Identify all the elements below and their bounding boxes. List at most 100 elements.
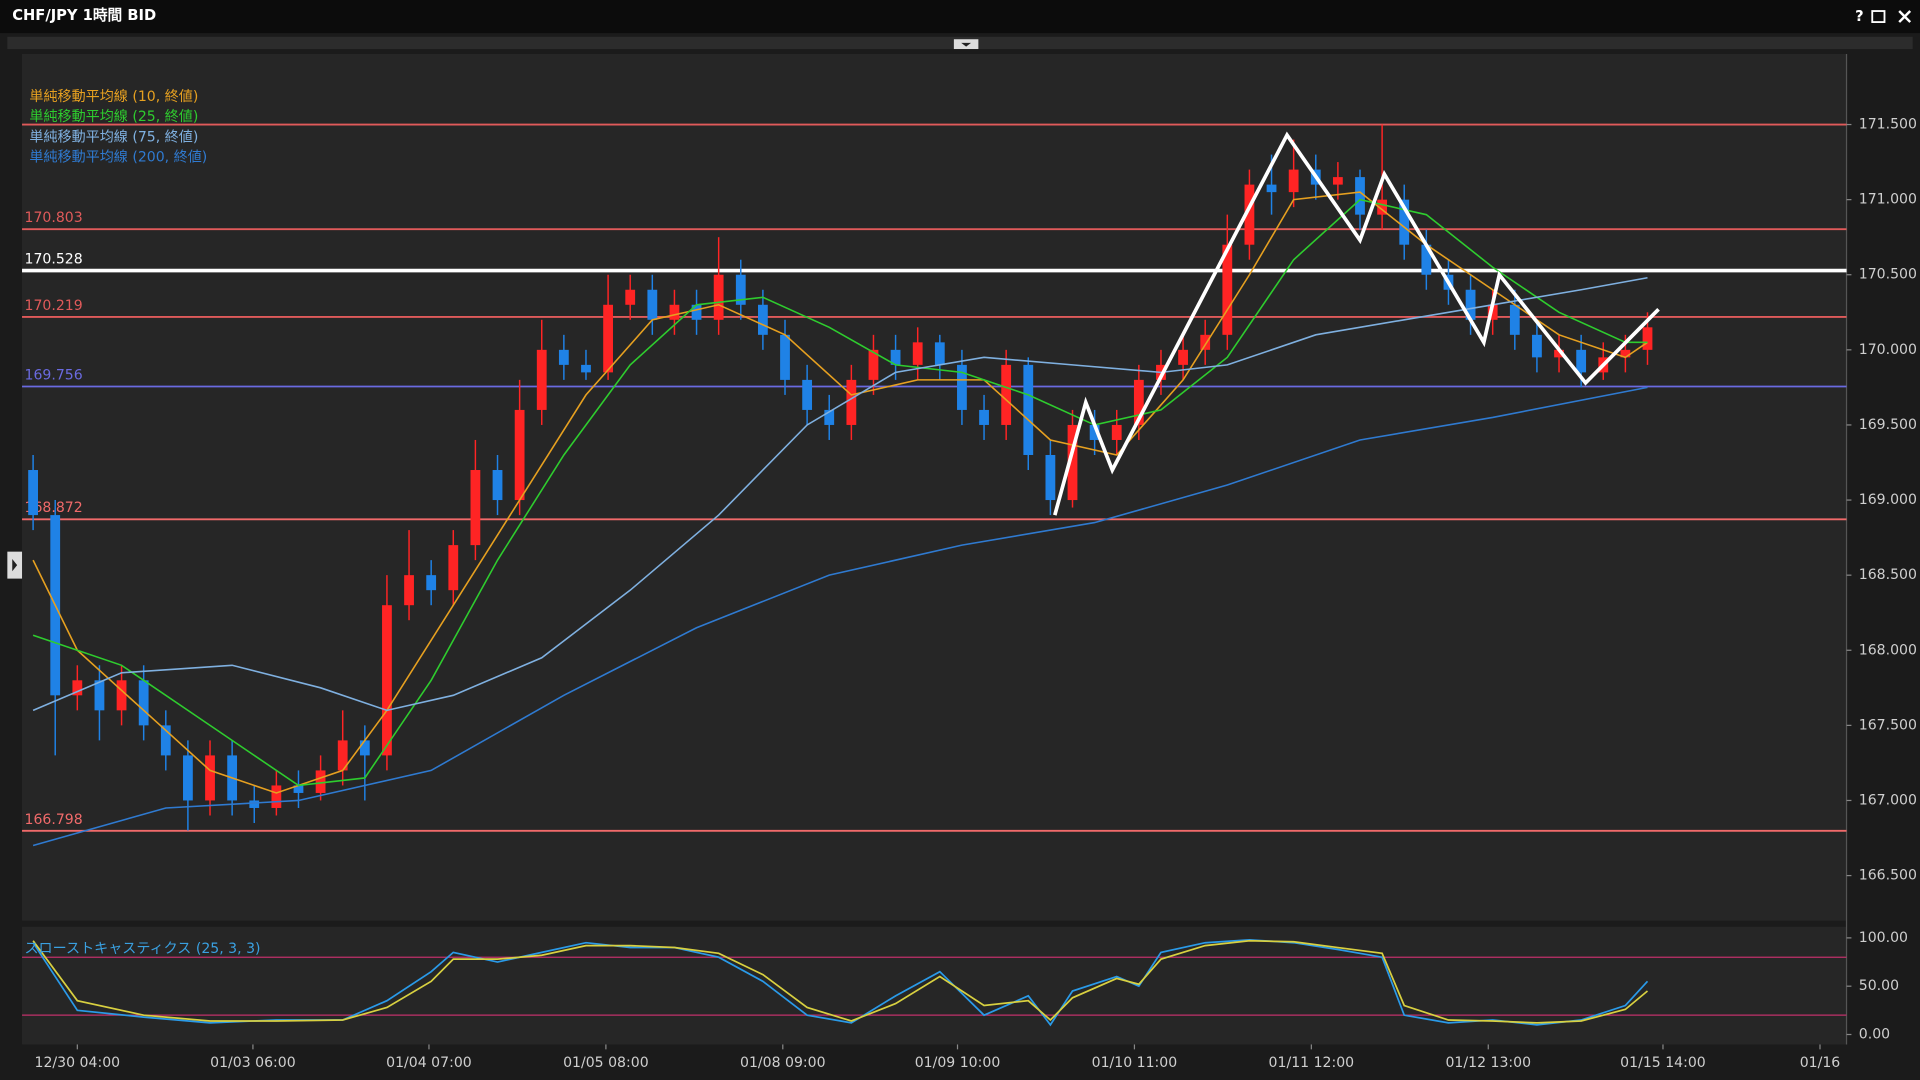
- candle-body: [757, 304, 768, 335]
- legend-entry: 単純移動平均線 (200, 終値): [29, 150, 207, 166]
- title-bar: [0, 0, 1920, 34]
- y-tick-label: 167.000: [1859, 792, 1917, 808]
- candle-body: [337, 740, 348, 771]
- candle-body: [912, 342, 923, 365]
- close-button[interactable]: [1898, 10, 1912, 23]
- candle-body: [1377, 199, 1388, 215]
- candle-body: [780, 334, 790, 380]
- collapse-icon: [961, 42, 972, 47]
- candle-body: [1554, 349, 1564, 358]
- level-label: 170.528: [24, 252, 82, 268]
- legend-entry: 単純移動平均線 (75, 終値): [29, 129, 198, 145]
- y-tick-label: 50.00: [1859, 978, 1899, 994]
- candle-body: [514, 409, 525, 501]
- x-tick-label: 01/04 07:00: [386, 1055, 472, 1071]
- candle-body: [426, 575, 437, 591]
- candle-body: [1045, 454, 1056, 501]
- candle-body: [359, 740, 370, 756]
- y-tick-label: 168.500: [1859, 567, 1917, 583]
- candle-body: [934, 342, 945, 365]
- candle-body: [1178, 349, 1188, 365]
- y-tick-label: 171.000: [1859, 192, 1917, 208]
- x-tick-label: 01/11 12:00: [1269, 1055, 1355, 1071]
- y-tick-label: 168.000: [1859, 642, 1917, 658]
- candle-body: [1200, 334, 1211, 350]
- zigzag-annotation: [1053, 131, 1660, 516]
- x-tick-label: 01/05 08:00: [563, 1055, 649, 1071]
- candle-body: [691, 304, 702, 320]
- candle-body: [1509, 304, 1520, 335]
- candle-body: [647, 289, 658, 320]
- candle-body: [1089, 424, 1100, 440]
- legend-entry: 単純移動平均線 (25, 終値): [29, 109, 198, 125]
- candle-body: [890, 349, 901, 365]
- candle-body: [868, 349, 879, 380]
- candle-body: [1111, 424, 1122, 440]
- y-tick-label: 171.500: [1859, 117, 1917, 133]
- y-tick-label: 166.500: [1859, 868, 1917, 884]
- candle-body: [293, 785, 304, 793]
- level-label: 170.219: [24, 298, 82, 314]
- moving-average: [32, 276, 1648, 712]
- indicator-area: [22, 926, 1847, 1045]
- candle-body: [846, 379, 857, 425]
- candle-body: [1001, 364, 1012, 425]
- candle-body: [1133, 379, 1144, 425]
- candle-body: [735, 274, 746, 305]
- y-tick-label: 170.000: [1859, 342, 1917, 358]
- x-tick-label: 01/15 14:00: [1620, 1055, 1706, 1071]
- legend-entry: 単純移動平均線 (10, 終値): [29, 89, 198, 105]
- maximize-button[interactable]: [1871, 10, 1886, 23]
- x-tick-label: 01/09 10:00: [915, 1055, 1001, 1071]
- candle-body: [1532, 334, 1542, 358]
- level-label: 169.756: [24, 367, 82, 383]
- candle-body: [448, 545, 459, 591]
- candle-body: [94, 680, 105, 711]
- candle-body: [205, 755, 215, 801]
- x-tick-label: 01/12 13:00: [1445, 1055, 1531, 1071]
- moving-average: [32, 386, 1648, 847]
- candle-body: [1399, 199, 1410, 245]
- candle-body: [1620, 349, 1631, 358]
- level-label: 170.803: [24, 210, 82, 226]
- help-button[interactable]: ?: [1855, 8, 1864, 25]
- candle-body: [1576, 349, 1587, 373]
- y-tick-label: 169.500: [1859, 417, 1917, 433]
- candle-body: [713, 274, 724, 320]
- y-tick-label: 0.00: [1859, 1026, 1890, 1042]
- candle-body: [536, 349, 547, 410]
- candle-body: [1288, 169, 1299, 193]
- y-tick-label: 100.00: [1859, 930, 1908, 946]
- candle-body: [1421, 244, 1432, 275]
- x-tick-label: 01/10 11:00: [1092, 1055, 1178, 1071]
- candle-body: [581, 364, 591, 373]
- x-tick-label: 12/30 04:00: [35, 1055, 121, 1071]
- candle-body: [160, 725, 171, 756]
- candle-body: [1244, 184, 1255, 245]
- moving-average: [32, 198, 1648, 787]
- candle-body: [558, 349, 569, 365]
- candle-body: [1642, 327, 1653, 350]
- candle-body: [1067, 424, 1078, 501]
- candle-body: [824, 409, 835, 425]
- y-tick-label: 167.500: [1859, 717, 1917, 733]
- candle-body: [625, 289, 636, 305]
- candle-body: [271, 785, 282, 808]
- candle-body: [470, 470, 481, 546]
- chart-content: 166.500 167.000 167.500 168.000 168.500 169.0…: [22, 89, 1917, 1071]
- indicator-title: スローストキャスティクス (25, 3, 3): [24, 941, 260, 957]
- y-tick-label: 169.000: [1859, 492, 1917, 508]
- x-tick-label: 01/08 09:00: [740, 1055, 826, 1071]
- candle-body: [28, 470, 38, 516]
- window-title: CHF/JPY 1時間 BID: [12, 6, 156, 24]
- candle-body: [1355, 177, 1365, 215]
- candle-body: [382, 605, 392, 756]
- candle-body: [183, 755, 193, 801]
- x-tick-label: 01/16: [1800, 1055, 1841, 1071]
- stochastic-line: [32, 938, 1649, 1027]
- candle-body: [669, 304, 680, 320]
- level-label: 166.798: [24, 812, 82, 828]
- candle-body: [116, 680, 127, 711]
- candle-body: [1222, 244, 1233, 335]
